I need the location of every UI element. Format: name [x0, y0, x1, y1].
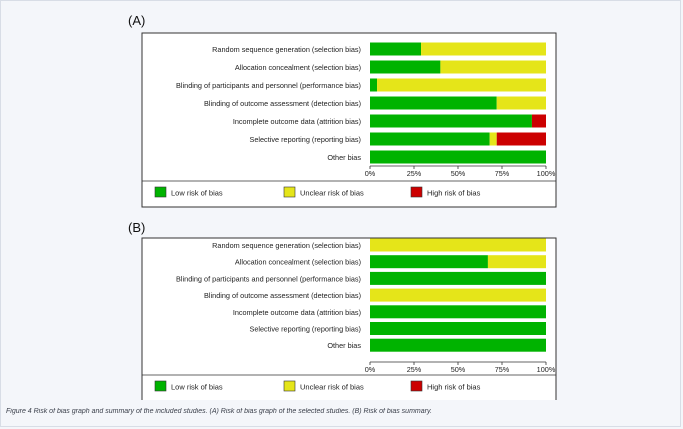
category-label: Other bias — [327, 153, 361, 162]
panel-label: (A) — [128, 13, 145, 28]
x-tick-label: 50% — [451, 365, 466, 374]
legend-entry: Unclear risk of bias — [300, 189, 364, 198]
legend-swatch-low — [154, 186, 167, 198]
x-tick-label: 100% — [537, 365, 556, 374]
category-label: Random sequence generation (selection bi… — [212, 45, 361, 54]
category-label: Random sequence generation (selection bi… — [212, 241, 361, 250]
x-tick-label: 50% — [451, 169, 466, 178]
category-label: Blinding of outcome assessment (detectio… — [204, 99, 361, 108]
legend-swatch-unclear — [283, 186, 296, 198]
bar-segment-low — [370, 338, 546, 352]
bar-segment-unclear — [370, 288, 546, 302]
category-label: Allocation concealment (selection bias) — [235, 63, 361, 72]
x-tick-label: 25% — [407, 365, 422, 374]
x-tick-label: 0% — [365, 365, 376, 374]
category-label: Incomplete outcome data (attrition bias) — [233, 308, 361, 317]
bar-segment-high — [531, 114, 546, 128]
legend-entry: Unclear risk of bias — [300, 383, 364, 392]
risk-of-bias-figure: (A) Random sequence generation (selection… — [128, 13, 557, 400]
legend-swatch-low — [154, 380, 167, 392]
x-tick-label: 25% — [407, 169, 422, 178]
category-label: Incomplete outcome data (attrition bias) — [233, 117, 361, 126]
bar-segment-unclear — [421, 42, 546, 56]
legend-entry: Low risk of bias — [171, 189, 223, 198]
bar-segment-unclear — [496, 96, 546, 110]
legend-entry: Low risk of bias — [171, 383, 223, 392]
bar-segment-low — [370, 322, 546, 335]
bar-segment-unclear — [487, 255, 546, 269]
bar-segment-unclear — [370, 238, 546, 252]
legend-swatch-unclear — [283, 380, 296, 392]
bar-segment-low — [370, 114, 532, 128]
bar-segment-low — [370, 78, 378, 92]
x-tick-label: 75% — [495, 365, 510, 374]
category-label: Blinding of participants and personnel (… — [176, 81, 361, 90]
legend-entry: High risk of bias — [427, 189, 481, 198]
category-label: Allocation concealment (selection bias) — [235, 258, 361, 267]
bar-segment-unclear — [377, 78, 546, 92]
bar-segment-low — [370, 60, 441, 74]
x-tick-label: 100% — [537, 169, 556, 178]
x-tick-label: 0% — [365, 169, 376, 178]
legend-entry: High risk of bias — [427, 383, 481, 392]
bar-segment-low — [370, 255, 488, 269]
bar-segment-unclear — [489, 132, 497, 146]
legend-swatch-high — [410, 380, 423, 392]
category-label: Selective reporting (reporting bias) — [249, 135, 361, 144]
category-label: Blinding of participants and personnel (… — [176, 274, 361, 283]
category-label: Blinding of outcome assessment (detectio… — [204, 291, 361, 300]
panel-label: (B) — [128, 220, 145, 235]
bar-segment-unclear — [440, 60, 546, 74]
bar-segment-low — [370, 42, 422, 56]
legend-swatch-high — [410, 186, 423, 198]
bar-segment-low — [370, 271, 546, 285]
bar-segment-low — [370, 96, 497, 110]
category-label: Selective reporting (reporting bias) — [249, 325, 361, 334]
bar-segment-low — [370, 150, 546, 164]
figure-caption: Figure 4 Risk of bias graph and summary … — [6, 408, 432, 415]
bar-segment-high — [496, 132, 546, 146]
x-tick-label: 75% — [495, 169, 510, 178]
bar-segment-low — [370, 305, 546, 319]
category-label: Other bias — [327, 341, 361, 350]
bar-segment-low — [370, 132, 490, 146]
